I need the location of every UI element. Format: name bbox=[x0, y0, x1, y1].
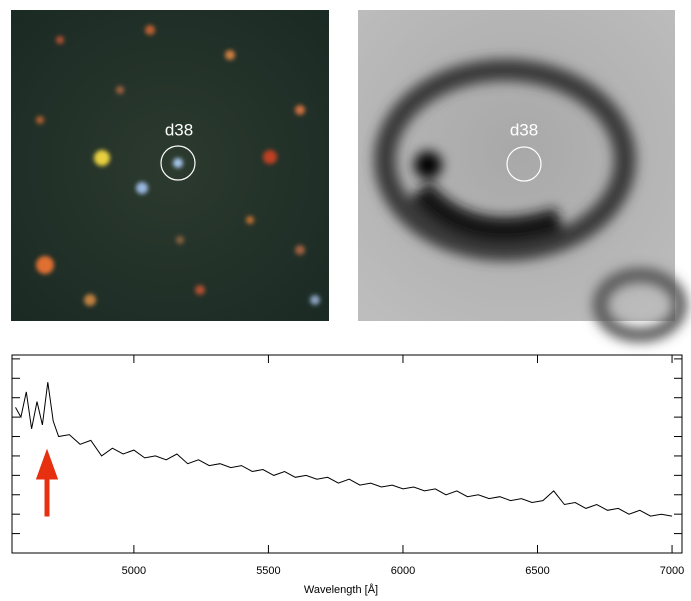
spectrum-line bbox=[15, 382, 673, 517]
source-label: d38 bbox=[510, 120, 538, 139]
x-axis-label: Wavelength [Å] bbox=[304, 583, 378, 596]
x-tick-label: 5500 bbox=[256, 565, 280, 577]
x-tick-label: 6000 bbox=[391, 565, 415, 577]
x-tick-label: 7000 bbox=[660, 565, 684, 577]
arrow bbox=[35, 448, 59, 517]
left-image: d38 bbox=[11, 10, 329, 321]
plot-frame bbox=[11, 354, 683, 554]
x-tick-label: 5000 bbox=[122, 565, 146, 577]
source-label: d38 bbox=[165, 120, 193, 139]
x-tick-label: 6500 bbox=[525, 565, 549, 577]
right-image: d38 bbox=[358, 10, 687, 342]
